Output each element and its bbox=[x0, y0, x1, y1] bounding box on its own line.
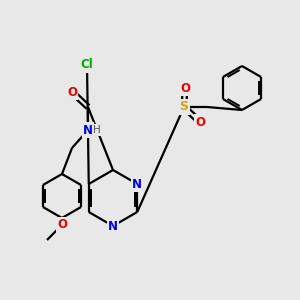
Text: N: N bbox=[108, 220, 118, 232]
Text: O: O bbox=[195, 116, 205, 128]
Text: H: H bbox=[93, 125, 101, 135]
Text: S: S bbox=[179, 100, 188, 113]
Text: N: N bbox=[83, 124, 93, 136]
Text: O: O bbox=[180, 82, 190, 94]
Text: N: N bbox=[132, 178, 142, 190]
Text: O: O bbox=[57, 218, 67, 232]
Text: O: O bbox=[67, 85, 77, 98]
Text: Cl: Cl bbox=[81, 58, 93, 71]
